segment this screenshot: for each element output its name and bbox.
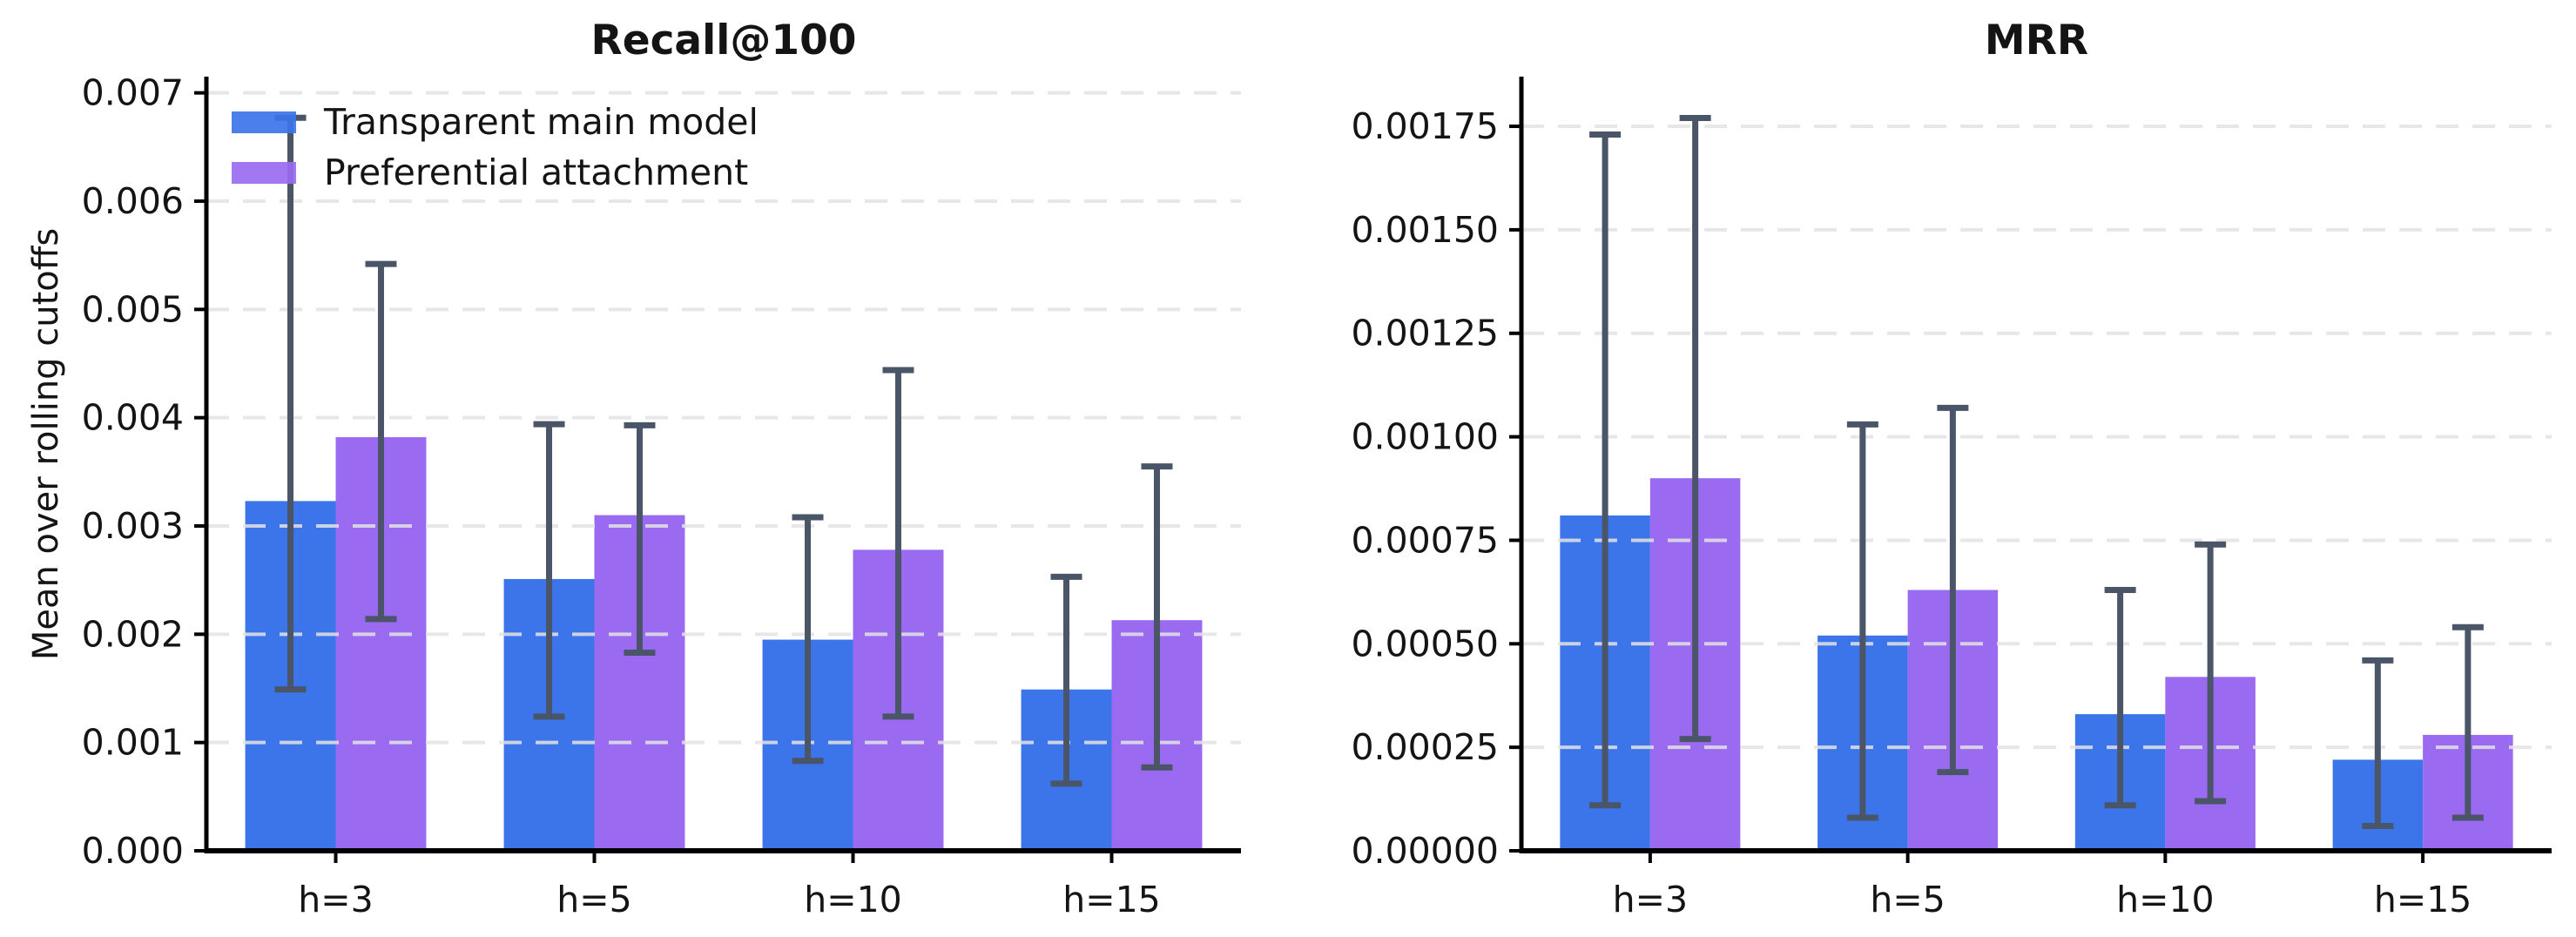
errorbar-series1-cat0 <box>365 260 397 623</box>
y-tick-label: 0.00150 <box>1351 209 1499 251</box>
errorbar-series0-cat1 <box>1846 421 1878 821</box>
chart-title: MRR <box>1985 17 2088 64</box>
errorbar-series0-cat3 <box>1050 573 1082 787</box>
y-axis-label: Mean over rolling cutoffs <box>26 228 66 660</box>
y-tick-label: 0.005 <box>82 288 184 330</box>
y-tick-label: 0.00100 <box>1351 416 1499 458</box>
errorbar-series0-cat3 <box>2362 657 2394 829</box>
y-tick-label: 0.001 <box>82 722 184 764</box>
errorbar-series1-cat2 <box>2195 541 2227 805</box>
errorbar-series0-cat0 <box>1589 131 1622 809</box>
y-tick-label: 0.00050 <box>1351 623 1499 664</box>
legend-label-0: Transparent main model <box>323 101 759 143</box>
errorbar-series1-cat1 <box>1937 404 1969 776</box>
y-tick-label: 0.002 <box>82 613 184 655</box>
errorbar-series0-cat1 <box>533 421 565 720</box>
y-tick-label: 0.007 <box>82 72 184 114</box>
y-tick-label: 0.00000 <box>1351 830 1499 872</box>
x-tick-label: h=5 <box>556 879 631 920</box>
y-tick-label: 0.00125 <box>1351 313 1499 354</box>
y-tick-label: 0.003 <box>82 505 184 547</box>
y-tick-label: 0.006 <box>82 180 184 222</box>
errorbar-series1-cat3 <box>1141 463 1173 771</box>
errorbar-series1-cat0 <box>1679 115 1711 743</box>
x-tick-label: h=15 <box>2374 879 2472 920</box>
errorbar-series1-cat3 <box>2451 624 2484 821</box>
legend-swatch-0 <box>232 111 296 133</box>
chart-title: Recall@100 <box>591 17 857 64</box>
x-tick-label: h=3 <box>1613 879 1688 920</box>
x-tick-label: h=15 <box>1062 879 1161 920</box>
x-tick-label: h=3 <box>298 879 373 920</box>
y-tick-label: 0.00075 <box>1351 519 1499 561</box>
y-tick-label: 0.00025 <box>1351 726 1499 768</box>
panel-recall: 0.000 0.001 0.002 0.003 0.004 0.005 0.006 0.007… <box>26 17 1241 920</box>
errorbar-series0-cat2 <box>792 514 824 765</box>
y-tick-label: 0.00175 <box>1351 105 1499 147</box>
errorbar-series1-cat2 <box>882 367 914 720</box>
legend-label-1: Preferential attachment <box>324 152 748 193</box>
x-tick-label: h=10 <box>2116 879 2215 920</box>
y-tick-label: 0.000 <box>82 830 184 872</box>
x-tick-label: h=10 <box>804 879 902 920</box>
legend-swatch-1 <box>232 162 296 184</box>
legend: Transparent main model Preferential attac… <box>232 101 759 193</box>
errorbar-series1-cat1 <box>624 421 656 656</box>
y-tick-label: 0.004 <box>82 397 184 439</box>
panel-mrr: 0.00000 0.00025 0.00050 0.00075 0.00100 0.001… <box>1351 17 2552 920</box>
x-tick-label: h=5 <box>1870 879 1945 920</box>
errorbar-series0-cat2 <box>2104 586 2136 809</box>
